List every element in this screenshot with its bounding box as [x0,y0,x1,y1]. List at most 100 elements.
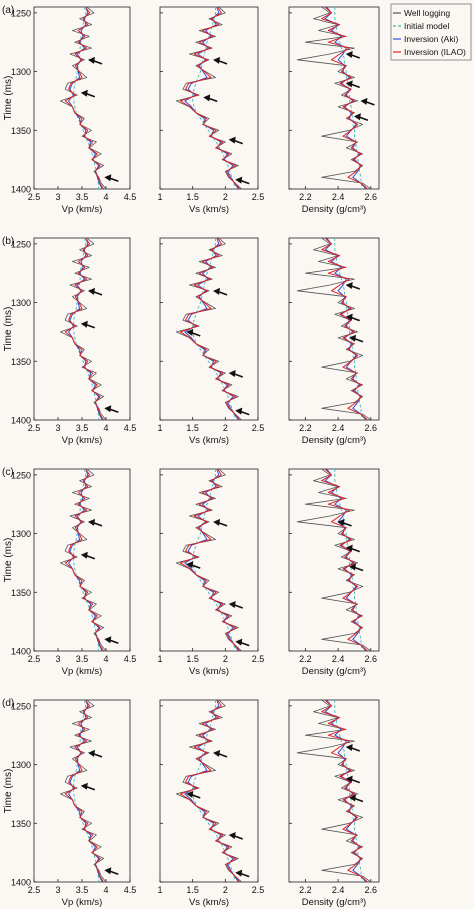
arrow-annotation [186,328,201,337]
arrow-head [235,638,243,646]
arrow-head [213,749,221,757]
arrow-annotation [228,601,243,609]
x-tick-label: 3 [55,654,60,664]
arrow-annotation [186,561,201,569]
arrow-head [80,551,88,559]
legend-label-inversion-ilao: Inversion (ILAO) [404,47,466,57]
x-tick-label: 2.4 [332,885,345,895]
arrow-head [104,405,112,413]
series-line-ilao [321,238,368,420]
series-group [60,700,107,882]
arrow-annotation [345,50,361,59]
series-line-ilao [64,700,105,882]
series-group [296,469,372,651]
series-line-initial [334,7,364,189]
x-tick-label: 3.5 [76,423,89,433]
arrow-head [213,56,221,64]
x-axis-label: Density (g/cm³) [302,435,366,446]
x-axis-label: Vp (km/s) [62,435,103,446]
arrow-annotation [360,97,375,106]
x-axis-label: Vs (km/s) [189,435,229,446]
series-group [175,7,242,189]
series-line-ilao [321,7,368,189]
series-group [296,700,372,882]
series-group [296,238,372,420]
arrow-head [345,743,353,751]
x-tick-label: 2.5 [252,423,265,433]
series-line-ilao [179,7,241,189]
y-tick-label: 1350 [11,126,31,136]
x-tick-label: 2.5 [28,654,41,664]
subplot-rho: 2.2 2.4 2.6 Density (g/cm³) [288,468,380,677]
arrow-annotation [345,281,361,290]
x-tick-label: 4.5 [124,423,137,433]
arrow-annotation [88,518,103,527]
arrow-head [235,407,243,415]
arrow-head [213,518,221,526]
x-tick-label: 4 [103,423,108,433]
y-tick-label: 1400 [11,416,31,426]
plot-frame [288,699,380,883]
arrow-annotation [80,89,96,98]
arrow-head [345,80,353,88]
x-tick-label: 4 [103,885,108,895]
arrow-annotation [235,407,250,416]
arrow-annotation [80,782,96,791]
x-tick-label: 2 [223,423,228,433]
subplot-rho: 2.2 2.4 2.6 Density (g/cm³) [288,6,380,215]
x-axis-label: Vs (km/s) [189,897,229,908]
arrow-head [235,869,243,877]
series-group [175,238,242,420]
arrow-head [228,832,236,840]
arrow-annotation [104,867,119,876]
arrow-head [345,50,353,58]
y-tick-label: 1350 [11,588,31,598]
x-axis-label: Vs (km/s) [189,666,229,677]
plot-frame [288,6,380,190]
series-group [175,700,242,882]
arrow-head [88,749,95,757]
arrow-annotation [345,313,361,322]
arrow-head [88,518,95,526]
y-tick-label: 1250 [11,8,31,18]
arrow-head [349,563,356,571]
arrow-head [104,174,112,182]
y-tick-label: 1250 [11,470,31,480]
arrow-head [345,775,353,783]
arrow-annotation [345,80,361,89]
y-tick-label: 1350 [11,357,31,367]
subplot-rho: 2.2 2.4 2.6 Density (g/cm³) [288,699,380,908]
x-tick-label: 2.4 [332,423,345,433]
x-tick-label: 2 [223,885,228,895]
subplot-rho: 2.2 2.4 2.6 Density (g/cm³) [288,237,380,446]
y-tick-label: 1400 [11,185,31,195]
plot-frame [288,468,380,652]
y-tick-label: 1300 [11,67,31,77]
y-tick-label: 1250 [11,701,31,711]
arrow-head [349,334,356,342]
arrow-head [186,790,194,798]
x-tick-label: 1.5 [186,423,199,433]
x-axis-label: Vs (km/s) [189,204,229,215]
x-tick-label: 2.6 [365,192,378,202]
x-tick-label: 1 [157,654,162,664]
x-tick-label: 2.5 [28,192,41,202]
arrow-head [235,176,243,184]
arrow-annotation [228,136,243,145]
arrow-head [80,782,88,790]
arrow-annotation [80,551,96,560]
panel-label: (b) [2,236,14,247]
arrow-annotation [88,749,103,758]
x-tick-label: 2 [223,192,228,202]
arrow-annotation [186,790,201,799]
arrow-annotation [345,743,361,752]
series-group [296,7,372,189]
x-tick-label: 2.2 [299,885,312,895]
series-line-ilao [321,469,368,651]
x-tick-label: 1 [157,423,162,433]
panel-label: (c) [2,467,14,478]
arrow-annotation [345,544,361,553]
arrow-head [228,370,236,378]
subplot-vs: 1 1.5 2 2.5 Vs (km/s) [157,699,264,908]
